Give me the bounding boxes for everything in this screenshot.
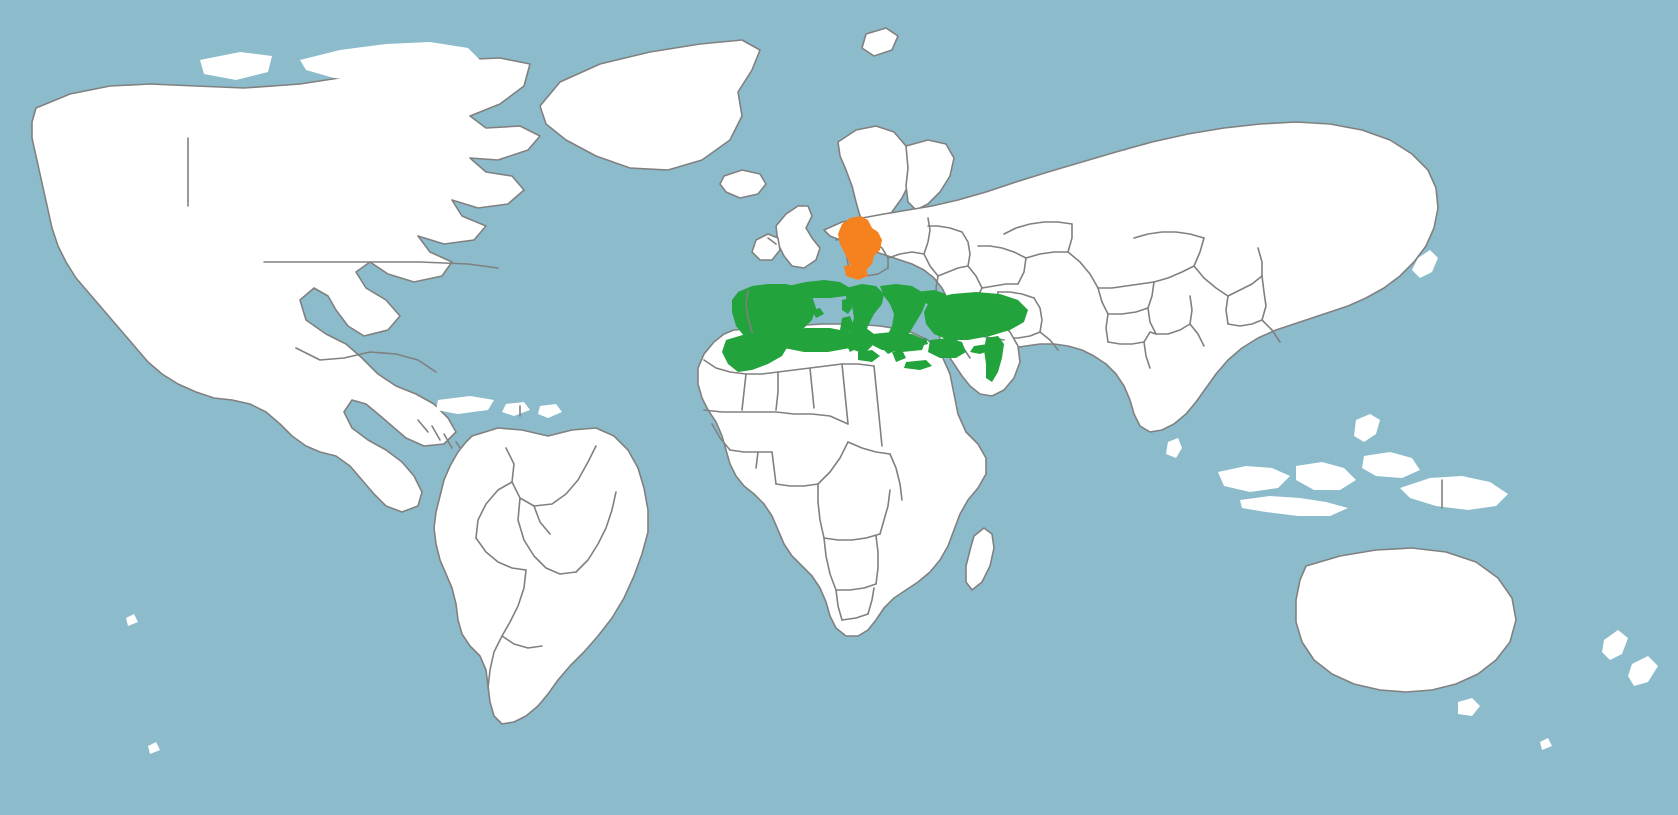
landmasses [31, 27, 1658, 754]
land-iceland [719, 169, 767, 199]
land-japan [1396, 226, 1438, 278]
land-new-guinea [1400, 476, 1508, 510]
land-finland-baltic [905, 139, 955, 211]
land-greenland [539, 39, 761, 171]
range-iberia [732, 284, 816, 342]
land-caribbean [436, 396, 562, 418]
land-australia [1295, 547, 1517, 693]
border-africa [703, 359, 903, 621]
land-north-america [31, 57, 541, 513]
land-arctic-islands [200, 42, 482, 82]
introduced-range-layer [838, 216, 882, 280]
border-usa-mexico [295, 347, 437, 373]
range-turkey [924, 292, 1028, 340]
land-indonesia [1218, 452, 1420, 516]
border-usa-canada [263, 261, 499, 269]
border-central-america [417, 419, 479, 467]
range-algeria [776, 328, 858, 352]
range-egypt-delta [928, 338, 966, 358]
land-new-zealand [1602, 630, 1658, 686]
land-svalbard [861, 27, 899, 57]
border-northern-ireland [767, 237, 777, 245]
land-philippines [1354, 414, 1380, 442]
land-tasmania [1458, 698, 1480, 716]
range-balearics [812, 308, 824, 318]
land-sri-lanka [1166, 438, 1182, 458]
range-libya-coast [870, 332, 926, 352]
range-morocco [722, 332, 788, 372]
range-levant [984, 336, 1004, 382]
range-tunisia [850, 328, 874, 354]
land-ireland [751, 233, 781, 261]
land-madagascar [965, 527, 995, 591]
land-africa [697, 323, 987, 637]
land-british-isles [775, 205, 821, 269]
range-corsica-sardinia [840, 298, 854, 334]
border-south-america [475, 445, 617, 689]
native-range-layer [722, 280, 1028, 382]
range-southern-france [788, 280, 850, 298]
range-germany [838, 216, 882, 272]
range-germany-south [844, 264, 868, 280]
range-crete [904, 360, 932, 370]
